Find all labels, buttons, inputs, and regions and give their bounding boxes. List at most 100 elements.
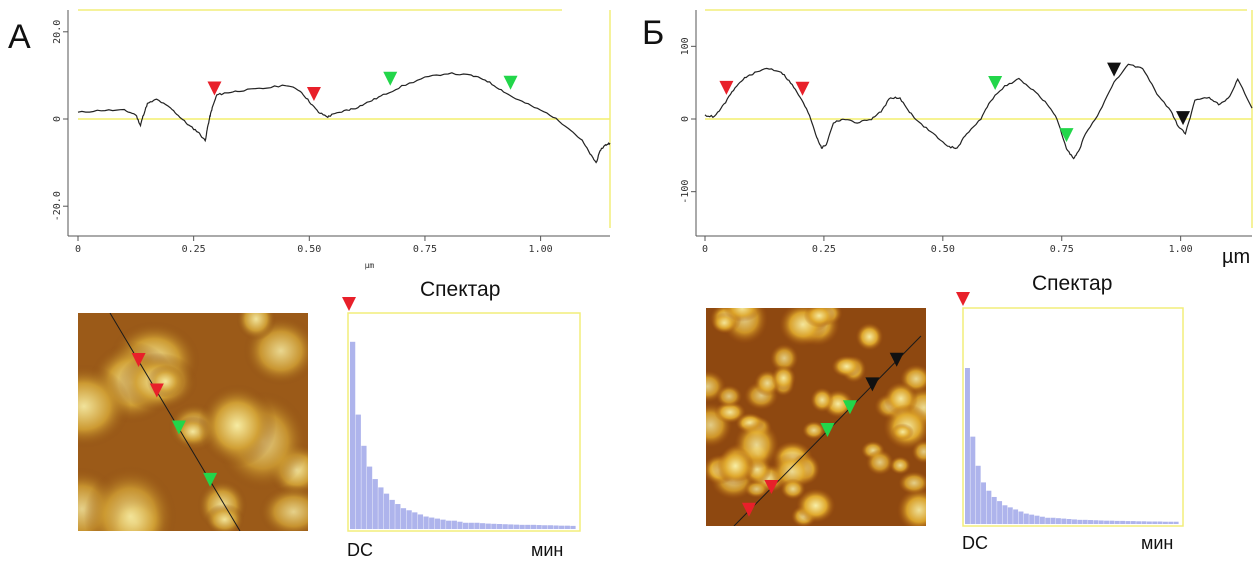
panel-letter-b: Б bbox=[642, 14, 665, 52]
spectrum-bar bbox=[513, 524, 520, 529]
afm-grain bbox=[198, 384, 277, 468]
afm-grain bbox=[810, 387, 834, 413]
afm-marker-red bbox=[149, 383, 164, 398]
marker-red bbox=[719, 80, 734, 95]
spectrum-bar bbox=[559, 525, 565, 529]
spectrum-bar bbox=[372, 479, 378, 529]
afm-image-b bbox=[706, 308, 926, 526]
spectrum-bar bbox=[1173, 521, 1179, 524]
spectrum-bar bbox=[1029, 514, 1035, 524]
afm-grain bbox=[780, 478, 806, 500]
spectrum-bar bbox=[1141, 521, 1147, 524]
spectrum-bar bbox=[485, 523, 491, 529]
spectrum-bar bbox=[1018, 511, 1024, 524]
spectrum-bar bbox=[1157, 521, 1163, 524]
spectrum-bar bbox=[474, 522, 480, 529]
afm-grain bbox=[897, 488, 926, 526]
spectrum-dc-label-b: DC bbox=[962, 533, 988, 553]
afm-grain bbox=[855, 322, 884, 351]
spectrum-bar bbox=[525, 524, 531, 529]
spectrum-bar bbox=[395, 504, 401, 529]
spectrum-bar bbox=[1007, 507, 1013, 524]
spectrum-bar bbox=[1055, 518, 1061, 524]
y-tick-label: -20.0 bbox=[52, 191, 63, 221]
afm-grain bbox=[891, 423, 914, 441]
spectrum-bar bbox=[479, 523, 486, 529]
spectrum-bar bbox=[981, 482, 986, 524]
spectrum-bar bbox=[1146, 521, 1152, 524]
y-tick-label: 0 bbox=[680, 116, 691, 122]
afm-grain bbox=[83, 465, 177, 531]
profile-line bbox=[77, 72, 611, 164]
spectrum-bar bbox=[570, 525, 576, 529]
x-tick-label: 0.50 bbox=[931, 244, 955, 255]
spectrum-bar bbox=[536, 525, 542, 529]
spectrum-bar bbox=[429, 517, 435, 529]
x-tick-label: 1.00 bbox=[1169, 244, 1193, 255]
spectrum-bar bbox=[446, 520, 452, 529]
spectrum-bar bbox=[970, 436, 976, 524]
x-tick-label: 0 bbox=[75, 244, 81, 255]
spectrum-bar bbox=[547, 525, 553, 529]
spectrum-bar bbox=[350, 341, 356, 529]
spectrum-bar bbox=[553, 525, 559, 529]
spectrum-min-label-b: мин bbox=[1141, 533, 1174, 553]
spectrum-bar bbox=[361, 445, 367, 529]
afm-marker-red bbox=[764, 480, 779, 494]
profile-chart-b: 100 0 -100 0 0.25 0.50 0.75 1.00 bbox=[680, 9, 1253, 255]
afm-grain bbox=[258, 484, 308, 531]
spectrum-bar bbox=[508, 524, 514, 529]
marker-red bbox=[795, 81, 810, 96]
spectrum-bar bbox=[1082, 519, 1088, 524]
afm-grain bbox=[717, 446, 754, 486]
x-tick-label: 1.00 bbox=[529, 244, 553, 255]
spectrum-bar bbox=[1050, 517, 1056, 524]
spectrum-marker-red bbox=[956, 292, 970, 306]
spectrum-bar bbox=[451, 520, 457, 529]
afm-grain bbox=[911, 439, 926, 464]
spectrum-title-b: Спектар bbox=[1032, 272, 1113, 295]
afm-grain bbox=[865, 449, 894, 476]
afm-marker-red bbox=[131, 352, 146, 367]
spectrum-title-a: Спектар bbox=[420, 278, 501, 301]
afm-grain bbox=[803, 308, 835, 328]
x-tick-label: 0 bbox=[702, 244, 708, 255]
spectrum-bar bbox=[1013, 509, 1019, 524]
x-unit-label: µm bbox=[365, 261, 375, 270]
spectrum-bar bbox=[564, 525, 570, 529]
spectrum-bar bbox=[1072, 519, 1077, 524]
spectrum-bar bbox=[468, 522, 474, 529]
afm-grain bbox=[146, 364, 185, 398]
spectrum-bar bbox=[434, 518, 440, 529]
spectrum-bar bbox=[1114, 520, 1120, 524]
spectrum-bar bbox=[1066, 519, 1072, 524]
afm-grain bbox=[771, 364, 796, 392]
afm-grain bbox=[715, 385, 743, 408]
spectrum-bar bbox=[383, 493, 390, 529]
x-unit-label-b: µm bbox=[1222, 246, 1251, 268]
spectrum-bar bbox=[496, 524, 503, 529]
spectrum-bar bbox=[355, 414, 361, 529]
afm-marker-black bbox=[865, 377, 880, 392]
spectrum-bar bbox=[440, 519, 446, 529]
spectrum-bar bbox=[1136, 521, 1142, 524]
marker-red bbox=[207, 81, 222, 96]
spectrum-bar bbox=[406, 510, 412, 529]
spectrum-bar bbox=[1088, 520, 1093, 524]
panel-b-canvas: 100 0 -100 0 0.25 0.50 0.75 1.00 bbox=[680, 9, 1253, 527]
spectrum-dc-label-a: DC bbox=[347, 540, 373, 560]
afm-grain bbox=[771, 452, 814, 491]
spectrum-bar bbox=[463, 522, 469, 529]
afm-marker-black bbox=[889, 352, 904, 367]
spectrum-bar bbox=[378, 487, 384, 529]
spectrum-bar bbox=[1162, 521, 1168, 524]
afm-grain bbox=[770, 343, 799, 373]
x-tick-label: 0.50 bbox=[297, 244, 321, 255]
spectrum-bar bbox=[1045, 517, 1051, 524]
afm-grain bbox=[796, 488, 836, 523]
spectrum-bar bbox=[530, 524, 537, 529]
marker-black bbox=[1176, 111, 1191, 126]
spectrum-bar bbox=[1120, 520, 1126, 524]
spectrum-bar bbox=[1077, 519, 1083, 524]
spectrum-bar bbox=[400, 508, 407, 529]
